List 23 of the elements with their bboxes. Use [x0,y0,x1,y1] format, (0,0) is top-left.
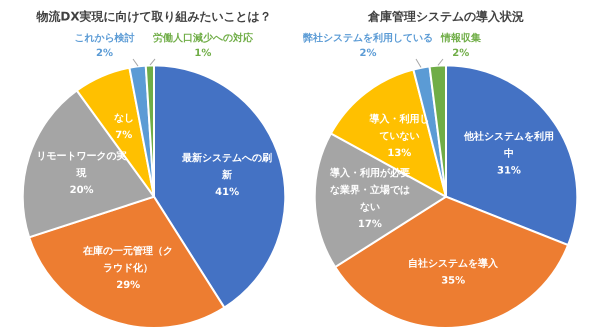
slice-label: これから検討 [74,32,135,44]
slice-label: 労働人口減少への対応 [152,32,254,44]
chart-title: 物流DX実現に向けて取り組みたいことは？ [35,9,272,24]
data-label: 2% [360,48,376,59]
data-label: 13% [387,148,412,160]
slice-label: 在庫の一元管理（クラウド化） [82,244,174,274]
data-label: 41% [215,187,240,198]
slice-label: 他社システムを利用中 [462,130,554,160]
data-label: 2% [452,48,470,59]
slice-label: なし [114,112,134,124]
data-label: 7% [115,130,132,141]
data-label: 20% [70,184,94,196]
data-label: 1% [194,48,212,59]
slice-label: 情報収集 [440,32,481,44]
slice-label: 自社システムを導入 [408,258,500,270]
data-label: 29% [116,280,140,291]
slice-label: 最新システムへの刷新 [181,152,272,182]
data-label: 17% [358,219,382,230]
chart-title: 倉庫管理システムの導入状況 [367,9,524,24]
data-label: 35% [441,276,466,287]
data-label: 31% [497,165,521,176]
slice-label: 弊社システムを利用している [303,32,433,44]
data-label: 2% [96,48,114,59]
